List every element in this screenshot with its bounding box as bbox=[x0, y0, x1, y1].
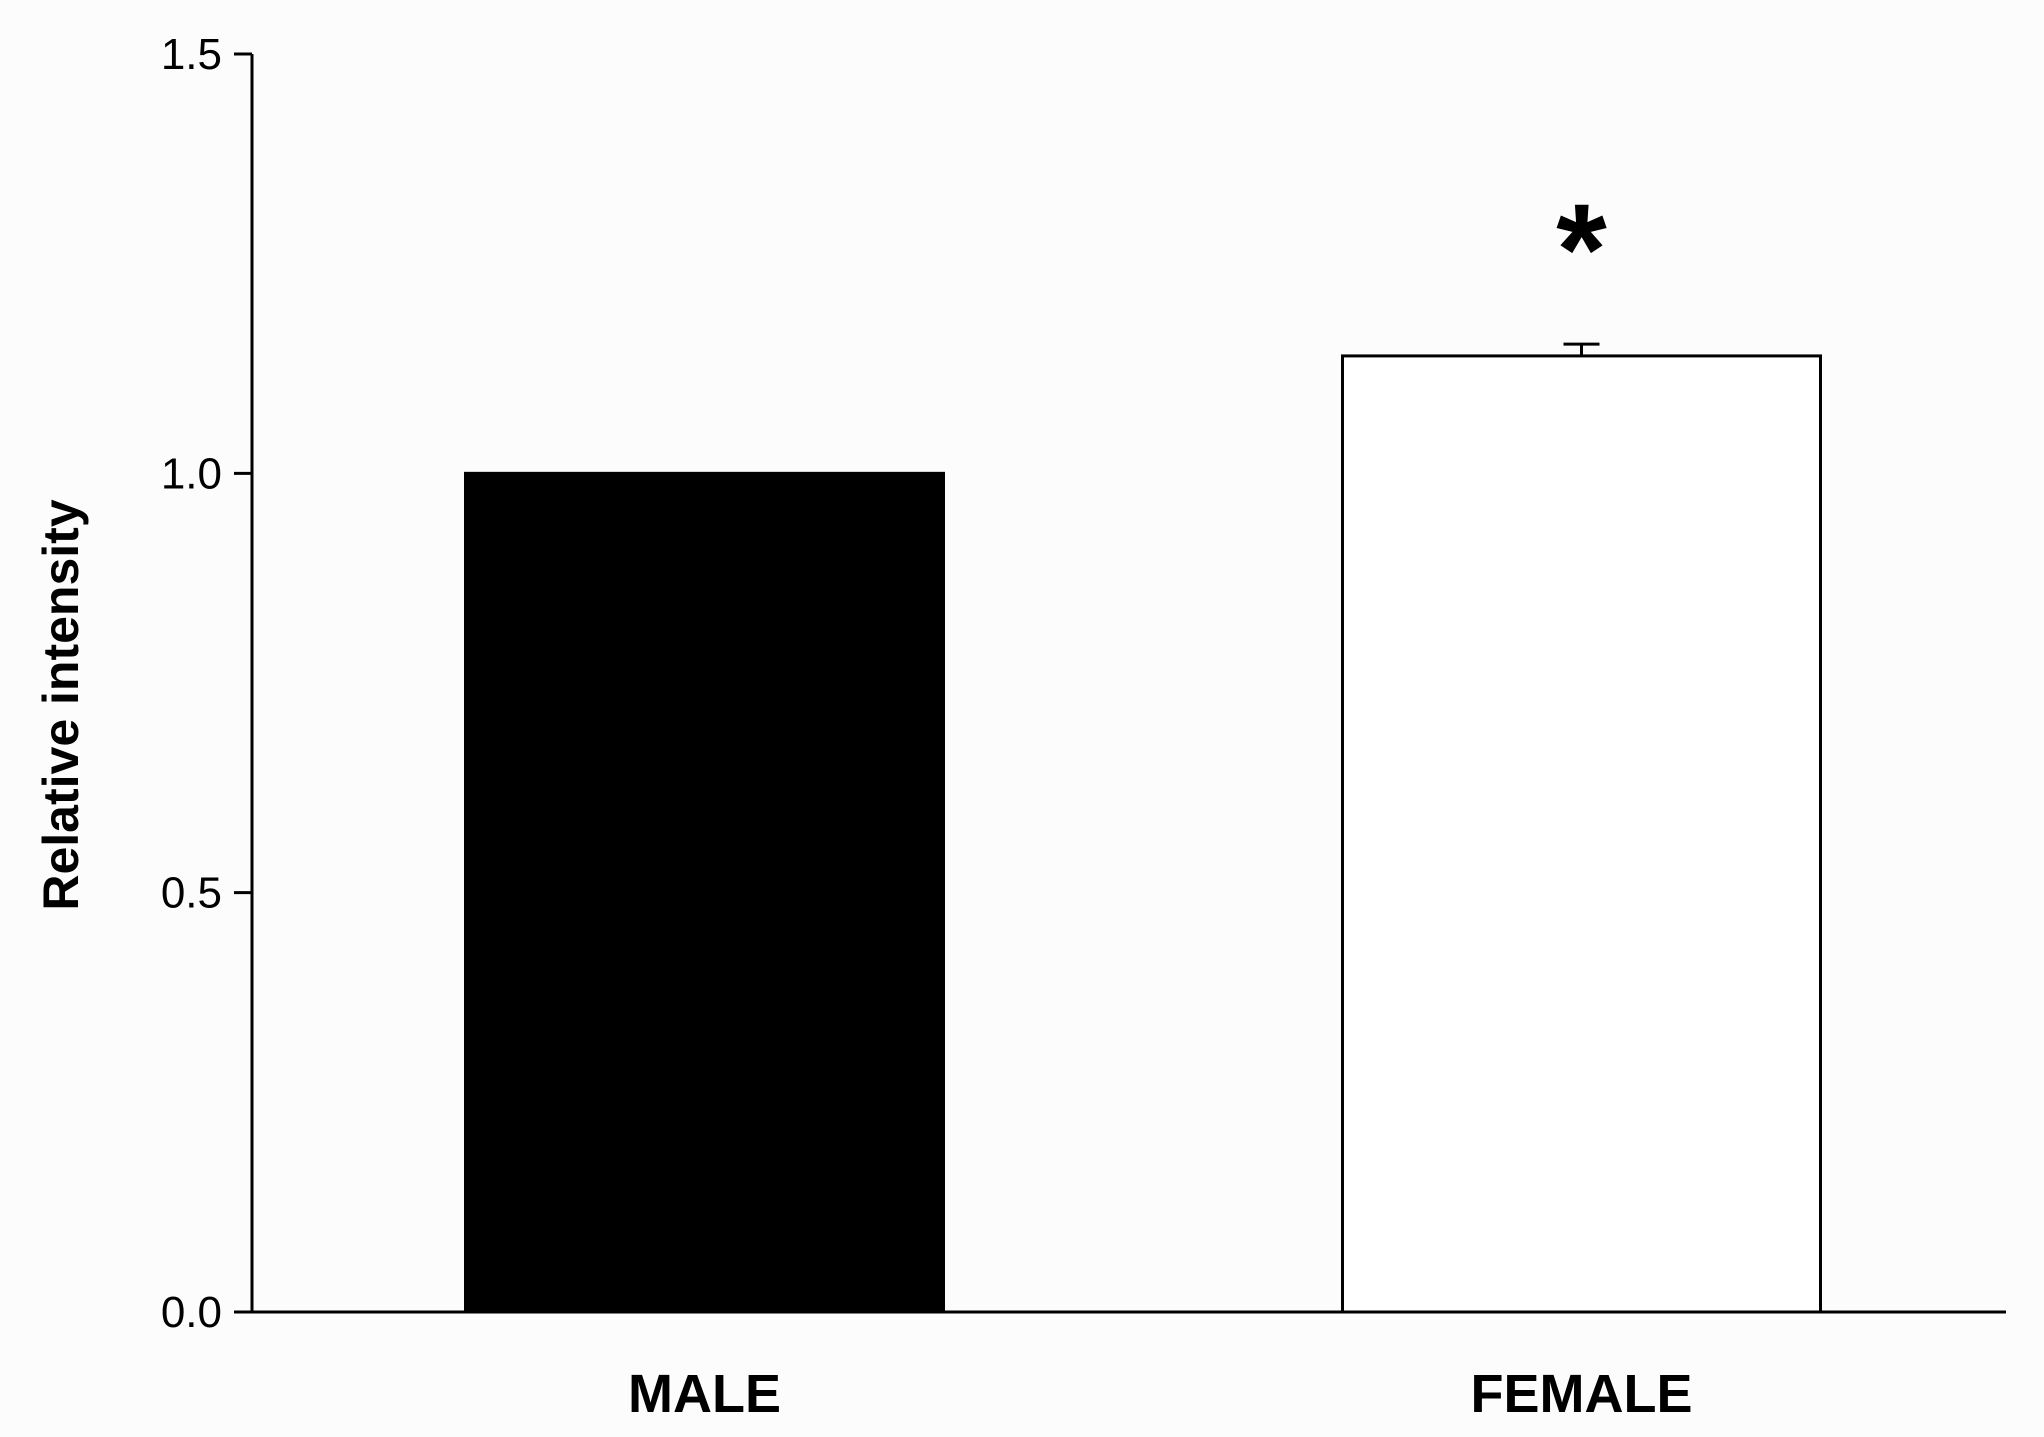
significance-asterisk: * bbox=[1556, 176, 1607, 322]
bar-female bbox=[1341, 354, 1822, 1314]
labels: 0.0 0.5 1.0 1.5 Relative intensity MALE FEMALE… bbox=[33, 30, 1693, 1424]
y-axis-title: Relative intensity bbox=[33, 499, 89, 910]
x-category-label-male: MALE bbox=[628, 1364, 781, 1424]
bar-male bbox=[464, 471, 945, 1314]
y-tick-label: 1.0 bbox=[161, 449, 222, 498]
bars bbox=[464, 342, 1822, 1314]
y-tick-label: 0.0 bbox=[161, 1288, 222, 1337]
y-tick-label: 1.5 bbox=[161, 30, 222, 79]
y-tick-label: 0.5 bbox=[161, 869, 222, 918]
x-category-label-female: FEMALE bbox=[1471, 1364, 1693, 1424]
